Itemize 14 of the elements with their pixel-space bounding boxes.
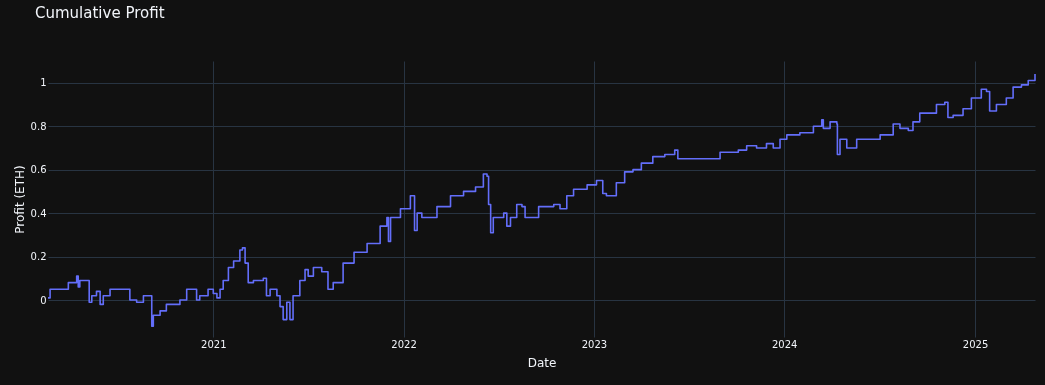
- y-tick-label: 0: [40, 294, 47, 306]
- y-tick-label: 0.6: [30, 164, 47, 176]
- x-axis-title: Date: [527, 355, 557, 370]
- x-tick-label: 2023: [581, 338, 608, 350]
- x-tick-label: 2022: [391, 338, 417, 350]
- y-tick-label: 0.8: [30, 120, 47, 132]
- chart-title: Cumulative Profit: [35, 4, 165, 22]
- x-tick-label: 2024: [771, 338, 798, 350]
- x-tick-label: 2021: [201, 338, 227, 350]
- y-axis-title: Profit (ETH): [12, 165, 27, 234]
- x-tick-label: 2025: [962, 338, 989, 350]
- y-tick-label: 1: [40, 77, 47, 89]
- y-tick-label: 0.4: [30, 207, 47, 219]
- y-tick-label: 0.2: [30, 251, 47, 263]
